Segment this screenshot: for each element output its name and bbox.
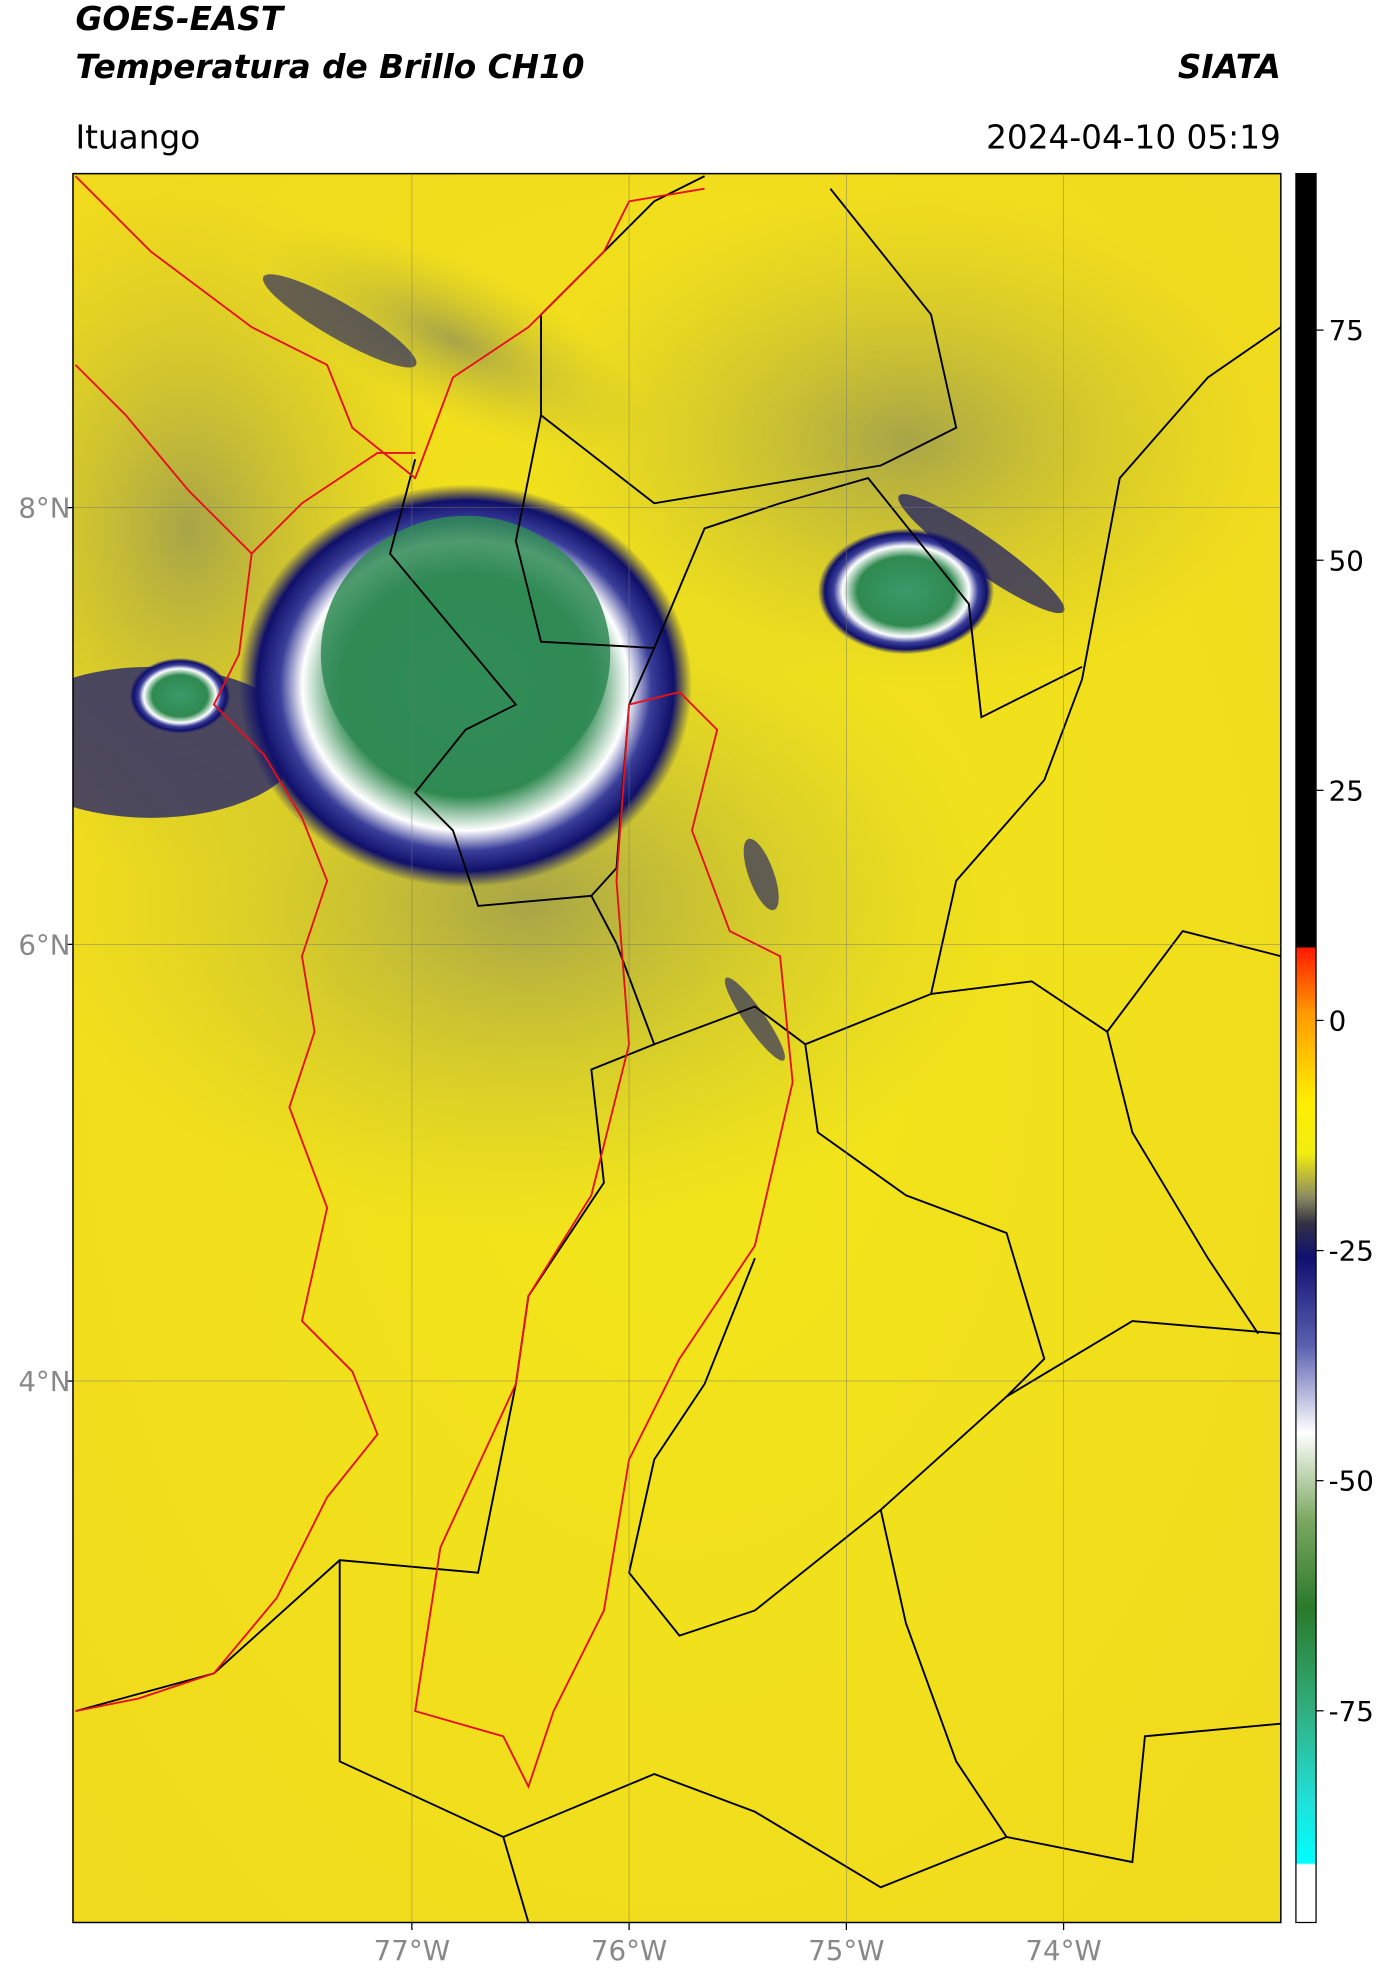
colorbar-tick-label: 50 (1329, 544, 1364, 577)
colorbar-tick-label: 75 (1329, 314, 1364, 347)
satellite-image (72, 173, 1281, 1923)
location: Ituango (75, 118, 200, 156)
y-tick-label: 6°N (18, 928, 70, 961)
colorbar-tick-label: -25 (1329, 1235, 1374, 1268)
colorbar-tick-label: -50 (1329, 1465, 1374, 1498)
y-tick-label: 4°N (18, 1365, 70, 1398)
title: GOES-EAST (75, 0, 285, 38)
map-frame (72, 172, 1282, 1924)
x-tick-label: 74°W (1025, 1934, 1101, 1967)
graticule (72, 173, 1281, 1923)
source: SIATA (1178, 48, 1281, 86)
colorbar (1295, 172, 1317, 1924)
x-tick-label: 75°W (808, 1934, 884, 1967)
timestamp: 2024-04-10 05:19 (986, 118, 1281, 156)
subtitle: Temperatura de Brillo CH10 (75, 48, 584, 86)
x-tick-label: 77°W (374, 1934, 450, 1967)
x-tick-label: 76°W (591, 1934, 667, 1967)
colorbar-tick-label: -75 (1329, 1695, 1374, 1728)
colorbar-tick-label: 25 (1329, 774, 1364, 807)
y-tick-label: 8°N (18, 492, 70, 525)
colorbar-tick-label: 0 (1329, 1005, 1347, 1038)
